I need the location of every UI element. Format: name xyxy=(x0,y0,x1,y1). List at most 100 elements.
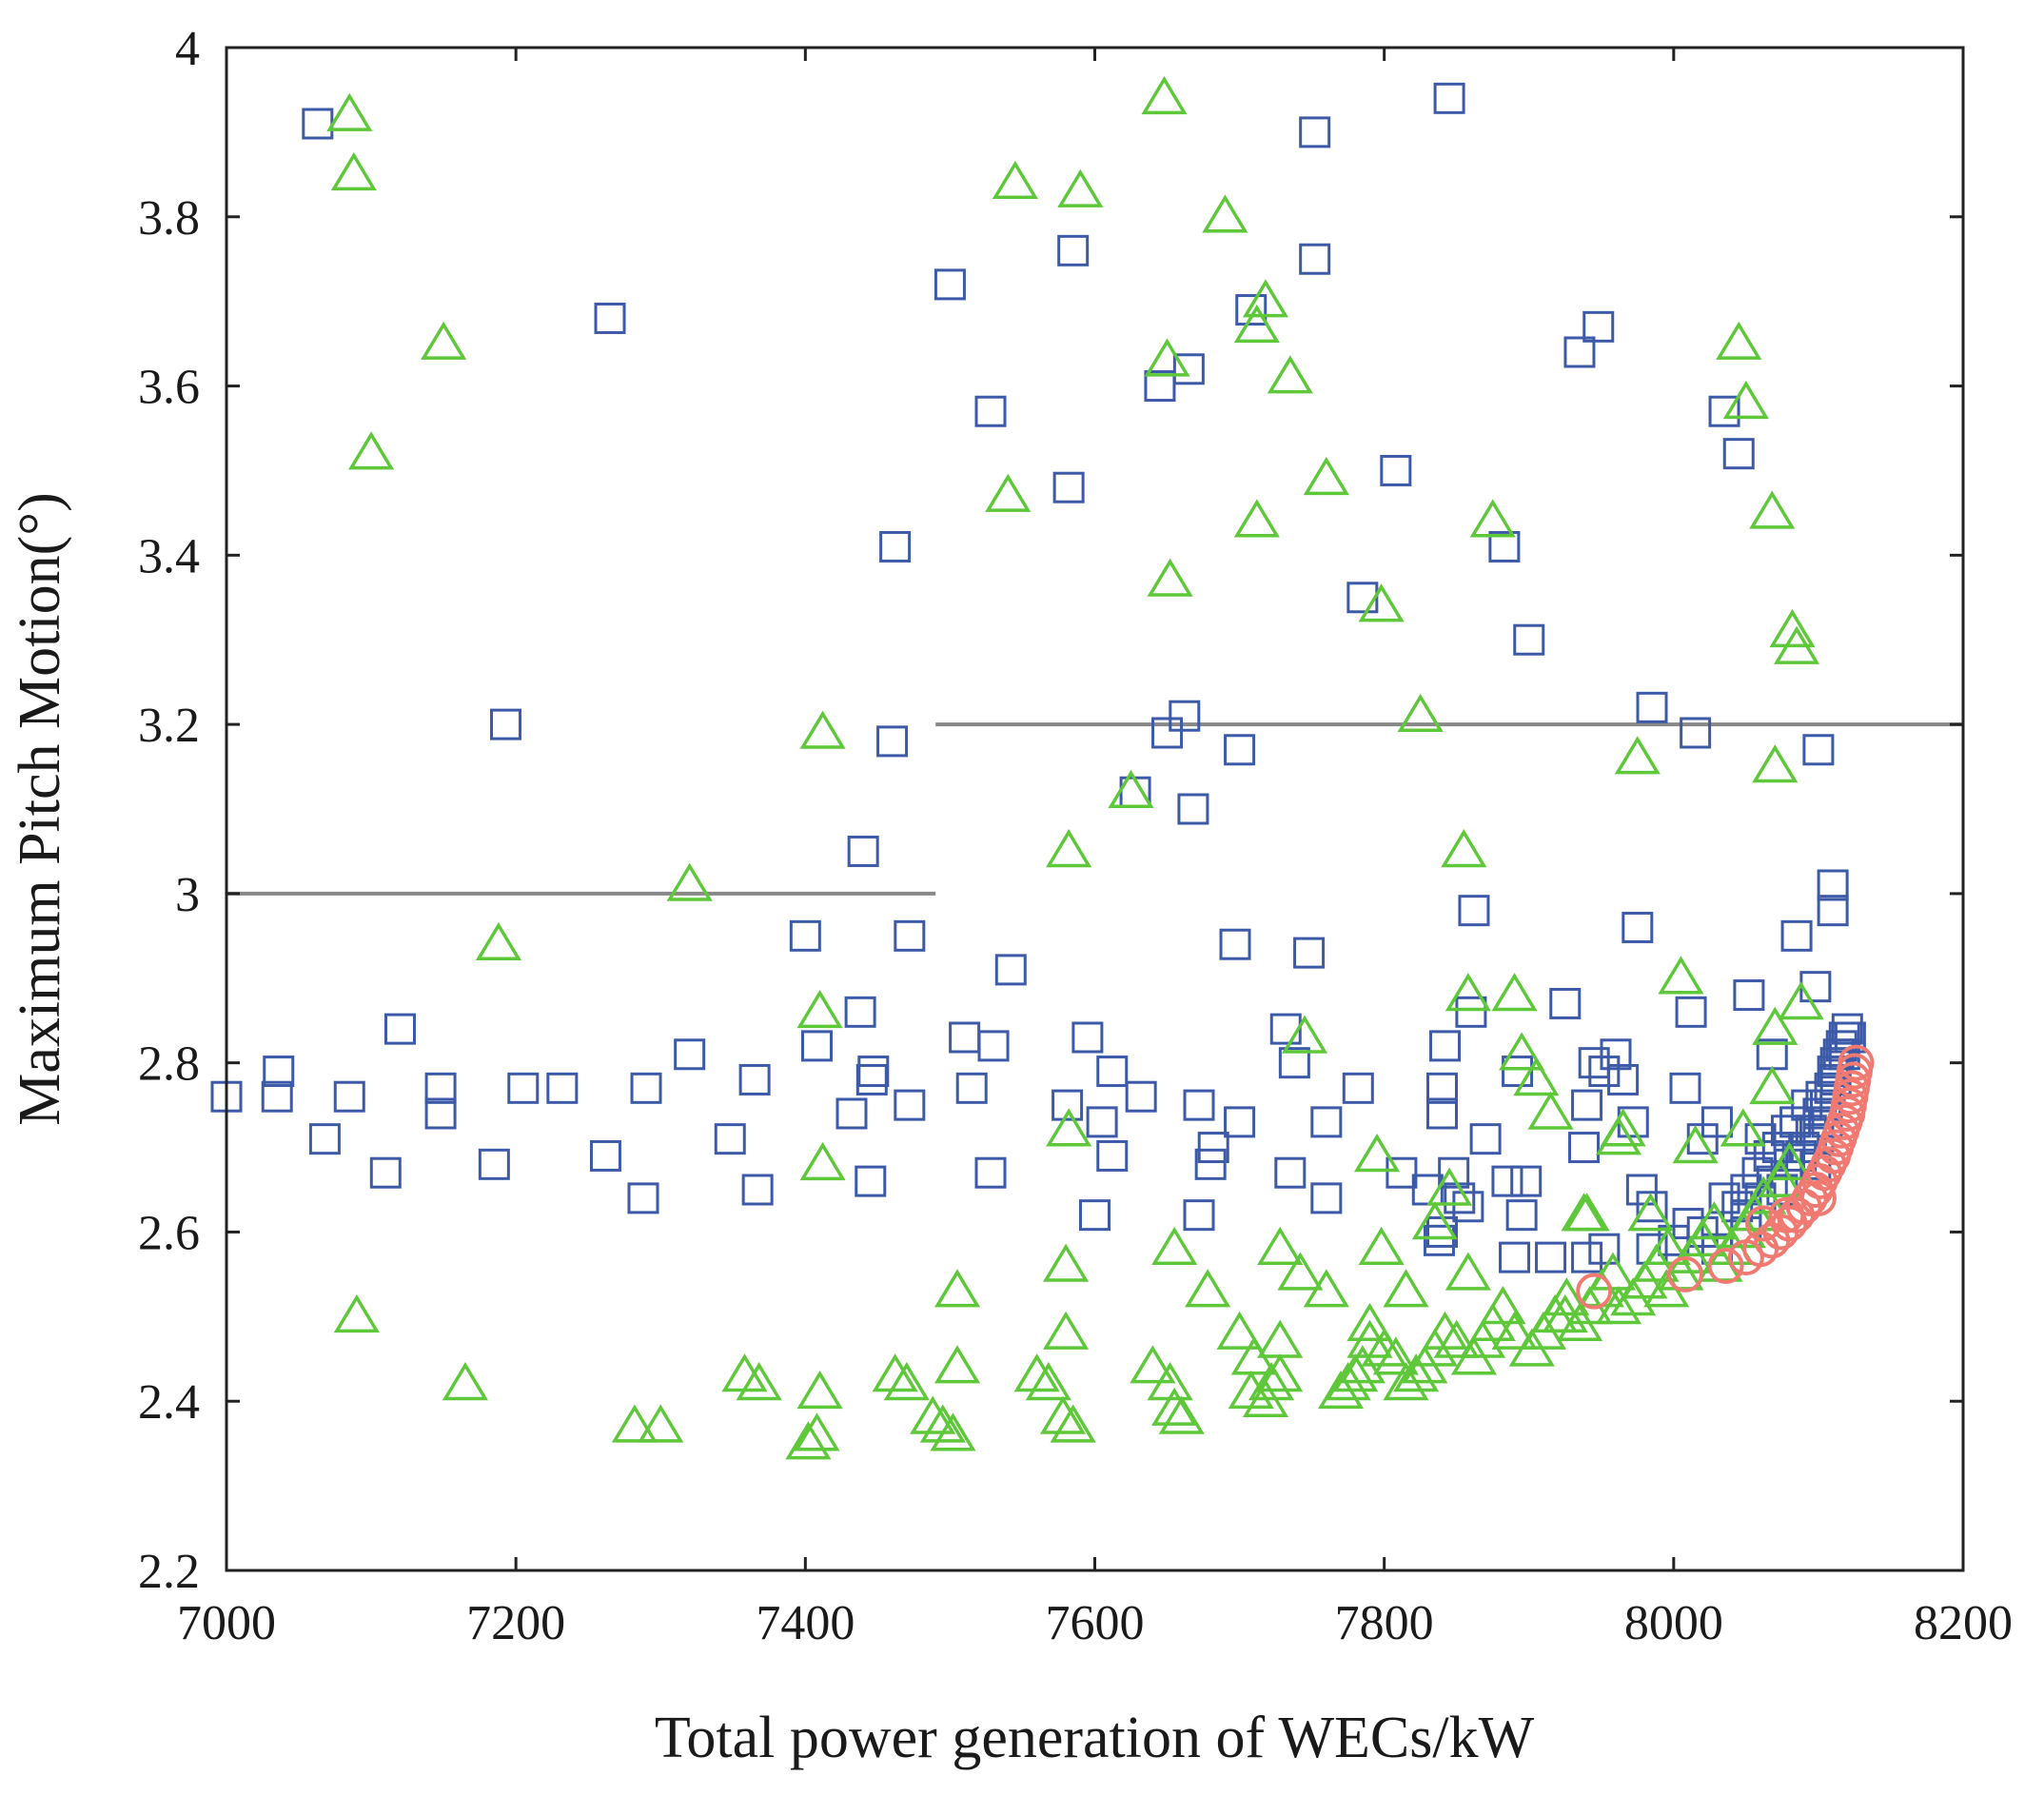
triangle-point xyxy=(992,160,1038,199)
triangle-point xyxy=(330,151,377,191)
circle-point xyxy=(1576,1273,1613,1310)
square-point xyxy=(1429,1030,1462,1062)
triangle-point xyxy=(326,92,373,131)
triangle-point xyxy=(1141,75,1188,115)
square-point xyxy=(424,1097,457,1130)
triangle-point xyxy=(1720,1108,1766,1147)
triangle-point xyxy=(1543,1277,1590,1316)
triangle-point xyxy=(799,1141,846,1181)
triangle-point xyxy=(1397,693,1444,732)
triangle-point xyxy=(1050,1404,1096,1443)
square-point xyxy=(1086,1106,1118,1138)
square-point xyxy=(263,1056,295,1088)
triangle-point xyxy=(934,1269,981,1308)
square-point xyxy=(1621,911,1654,943)
square-point xyxy=(589,1139,621,1172)
triangle-point xyxy=(1046,829,1092,868)
square-point xyxy=(855,1063,888,1095)
y-tick-label: 2.6 xyxy=(138,1206,200,1260)
triangle-point xyxy=(1480,1286,1526,1325)
triangle-point xyxy=(1046,1108,1092,1147)
triangle-point xyxy=(1057,168,1104,207)
square-point xyxy=(1588,1056,1621,1088)
square-point xyxy=(1469,1123,1502,1155)
square-point xyxy=(1588,1233,1621,1265)
triangle-point xyxy=(1353,1134,1401,1173)
triangle-point xyxy=(638,1404,684,1443)
triangle-point xyxy=(1346,1302,1393,1341)
y-tick-label: 3.4 xyxy=(138,529,200,583)
square-point xyxy=(1744,1123,1777,1155)
triangle-point xyxy=(794,1412,840,1451)
square-point xyxy=(1310,1182,1343,1214)
triangle-point xyxy=(1383,1269,1429,1308)
triangle-point xyxy=(919,1404,966,1443)
square-point xyxy=(1549,987,1582,1019)
square-point xyxy=(1224,1106,1256,1138)
square-point xyxy=(1438,1156,1470,1189)
square-point xyxy=(1636,1191,1668,1223)
square-point xyxy=(1817,869,1849,901)
data-points xyxy=(210,75,1875,1460)
triangle-point xyxy=(1144,338,1190,377)
triangle-point xyxy=(1491,1311,1538,1350)
square-point xyxy=(546,1072,579,1104)
triangle-point xyxy=(1433,1319,1480,1358)
triangle-point xyxy=(1778,981,1824,1020)
triangle-point xyxy=(1542,1293,1588,1333)
square-point xyxy=(1607,1063,1640,1095)
triangle-point xyxy=(1358,1226,1405,1265)
triangle-point xyxy=(1561,1193,1607,1232)
triangle-point xyxy=(1627,1193,1674,1232)
square-point xyxy=(1169,700,1201,732)
triangle-point xyxy=(1426,1167,1473,1206)
square-point xyxy=(1052,471,1085,503)
square-point xyxy=(1535,1241,1567,1273)
square-point xyxy=(1433,82,1465,114)
square-point xyxy=(1505,1199,1538,1232)
triangle-point xyxy=(736,1362,782,1401)
square-point xyxy=(1299,243,1331,275)
triangle-point xyxy=(1441,829,1487,868)
triangle-point xyxy=(1013,1353,1060,1392)
x-tick-label: 8200 xyxy=(1914,1596,2013,1650)
triangle-point xyxy=(1614,736,1661,775)
square-point xyxy=(630,1072,662,1104)
triangle-point xyxy=(1769,608,1816,648)
triangle-point xyxy=(1332,1353,1379,1392)
square-point xyxy=(384,1013,416,1045)
square-point xyxy=(507,1072,540,1104)
square-point xyxy=(1144,370,1176,403)
square-point xyxy=(1568,1132,1601,1164)
triangle-point xyxy=(1589,1252,1637,1291)
triangle-point xyxy=(1595,1286,1642,1325)
triangle-point xyxy=(1372,1336,1419,1375)
triangle-point xyxy=(1422,1311,1468,1350)
triangle-point xyxy=(1749,490,1796,529)
triangle-point xyxy=(611,1404,658,1443)
square-point xyxy=(1380,454,1412,486)
square-point xyxy=(1779,1106,1812,1138)
square-point xyxy=(741,1174,774,1206)
triangle-point xyxy=(1130,1345,1176,1384)
triangle-point xyxy=(347,431,395,470)
square-point xyxy=(1834,1021,1866,1054)
square-point xyxy=(490,708,522,740)
square-point xyxy=(801,1030,833,1062)
triangle-point xyxy=(1716,321,1762,360)
triangle-point xyxy=(1445,1252,1491,1291)
triangle-point xyxy=(1281,1015,1328,1054)
square-point xyxy=(674,1038,706,1071)
square-point xyxy=(1680,717,1712,749)
square-point xyxy=(855,1165,887,1197)
square-point xyxy=(894,919,926,952)
square-point xyxy=(1219,928,1251,960)
square-point xyxy=(1096,1139,1129,1172)
square-point xyxy=(1151,717,1184,749)
triangle-point xyxy=(985,473,1032,512)
triangle-point xyxy=(910,1395,956,1434)
circle-point xyxy=(1745,1205,1782,1242)
square-point xyxy=(261,1080,293,1113)
square-point xyxy=(1310,1106,1343,1138)
